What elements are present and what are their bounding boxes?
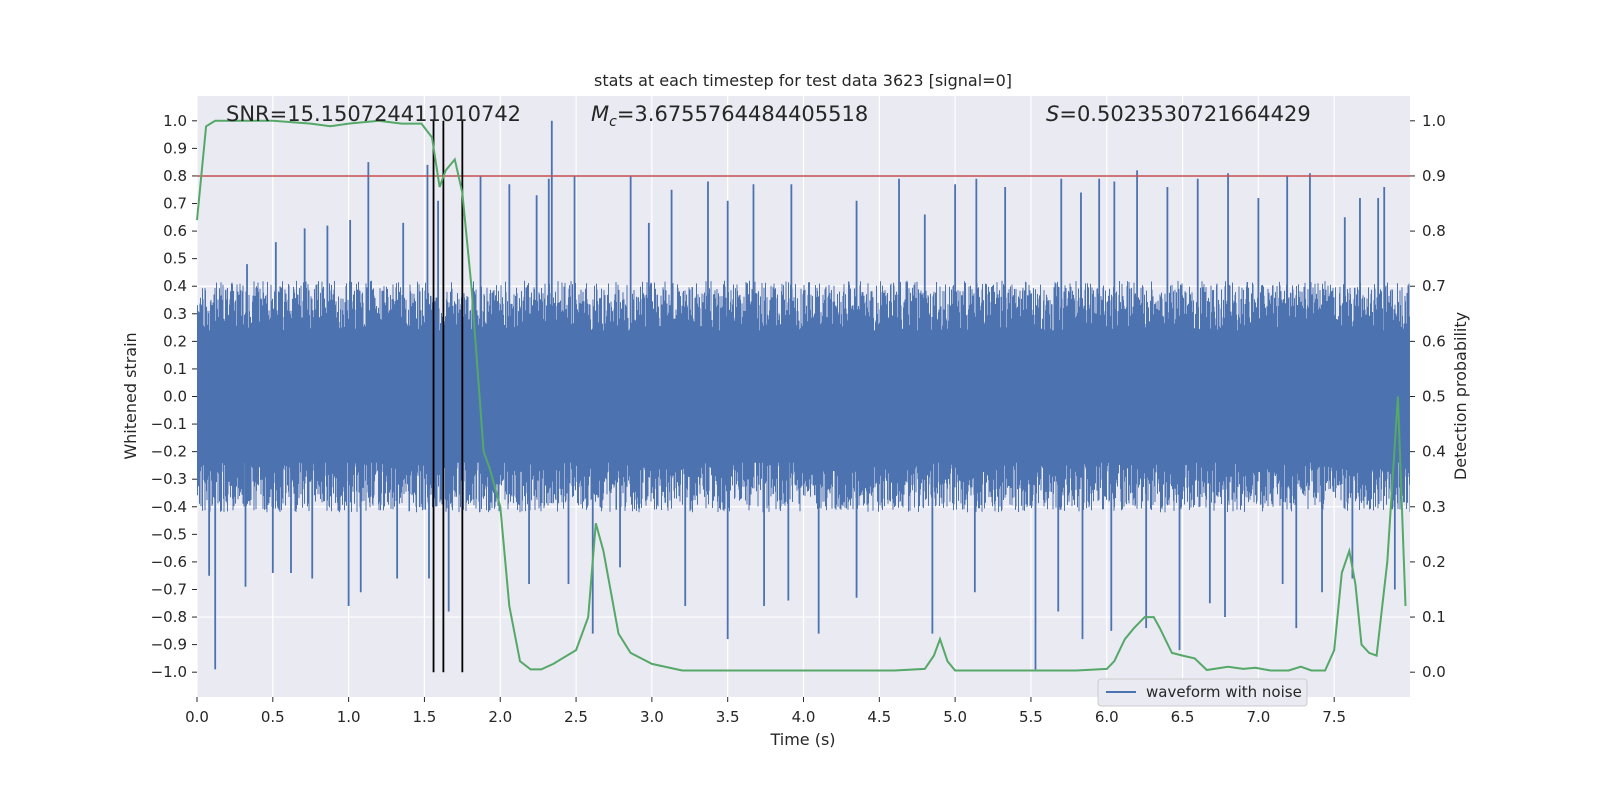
x-tick-label: 6.5 — [1171, 708, 1195, 726]
y-tick-label-right: 0.3 — [1422, 498, 1446, 516]
y-tick-label-left: −1.0 — [151, 663, 187, 681]
y-tick-label-left: −0.5 — [151, 525, 187, 543]
y-tick-label-right: 0.7 — [1422, 277, 1446, 295]
waveform-core — [197, 330, 1410, 463]
x-tick-label: 5.0 — [943, 708, 967, 726]
y-tick-label-left: −0.8 — [151, 608, 187, 626]
legend: waveform with noise — [1097, 678, 1308, 707]
chart-title: stats at each timestep for test data 362… — [594, 71, 1012, 90]
y-tick-label-right: 0.5 — [1422, 388, 1446, 406]
s-annotation: S=0.5023530721664429 — [1046, 102, 1311, 126]
y-tick-label-right: 0.6 — [1422, 332, 1446, 350]
chirp-mass-annotation: Mc=3.6755764484405518 — [591, 102, 868, 130]
y-tick-label-left: 0.9 — [163, 139, 187, 157]
y-tick-label-left: 1.0 — [163, 112, 187, 130]
detection-probability-line — [196, 119, 1407, 672]
y-tick-label-left: −0.9 — [151, 636, 187, 654]
legend-label: waveform with noise — [1146, 683, 1302, 701]
x-tick-label: 7.5 — [1322, 708, 1346, 726]
y-tick-label-left: 0.7 — [163, 195, 187, 213]
y-tick-label-left: 0.3 — [163, 305, 187, 323]
x-tick-label: 0.5 — [261, 708, 285, 726]
x-tick-label: 0.0 — [185, 708, 209, 726]
x-tick-label: 1.0 — [337, 708, 361, 726]
y-tick-label-left: 0.1 — [163, 360, 187, 378]
x-tick-label: 3.0 — [640, 708, 664, 726]
y-tick-label-left: −0.6 — [151, 553, 187, 571]
vertical-markers — [432, 120, 464, 673]
y-tick-label-right: 0.4 — [1422, 443, 1446, 461]
y-tick-label-left: 0.8 — [163, 167, 187, 185]
x-tick-label: 2.5 — [564, 708, 588, 726]
x-axis-label: Time (s) — [769, 730, 835, 749]
x-tick-label: 1.5 — [413, 708, 437, 726]
x-tick-label: 3.5 — [716, 708, 740, 726]
y-tick-label-left: −0.2 — [151, 443, 187, 461]
y-tick-label-right: 0.2 — [1422, 553, 1446, 571]
x-tick-label: 4.0 — [792, 708, 816, 726]
y-tick-label-left: −0.1 — [151, 415, 187, 433]
y-tick-label-left: 0.5 — [163, 250, 187, 268]
x-ticks: 0.0 0.5 1.0 1.5 2.0 2.5 3.0 3.5 4.0 4.5 5.0 5.5 6.0 6… — [185, 697, 1346, 726]
y-tick-label-right: 0.9 — [1422, 167, 1446, 185]
y-tick-label-right: 0.1 — [1422, 608, 1446, 626]
y-tick-label-left: −0.4 — [151, 498, 187, 516]
snr-annotation: SNR=15.150724411010742 — [226, 102, 521, 126]
x-tick-label: 2.0 — [488, 708, 512, 726]
y-tick-label-right: 1.0 — [1422, 112, 1446, 130]
y-ticks-left: 1.0 0.9 0.8 0.7 0.6 0.5 0.4 0.3 0.2 0.1 0.0 −0.1 −0.… — [151, 112, 197, 681]
y-tick-label-right: 0.8 — [1422, 222, 1446, 240]
y-tick-label-left: 0.4 — [163, 277, 187, 295]
y-tick-label-right: 0.0 — [1422, 663, 1446, 681]
x-tick-label: 4.5 — [867, 708, 891, 726]
y-tick-label-left: 0.2 — [163, 332, 187, 350]
y-tick-label-left: −0.3 — [151, 470, 187, 488]
waveform-series — [197, 120, 1410, 670]
y-ticks-right: 1.0 0.9 0.8 0.7 0.6 0.5 0.4 0.3 0.2 0.1 0.0 — [1410, 112, 1446, 681]
y-tick-label-left: −0.7 — [151, 580, 187, 598]
legend-box — [1097, 678, 1308, 707]
x-tick-label: 6.0 — [1095, 708, 1119, 726]
y-axis-label-left: Whitened strain — [121, 332, 140, 459]
x-tick-label: 5.5 — [1019, 708, 1043, 726]
y-axis-label-right: Detection probability — [1451, 312, 1470, 480]
y-tick-label-left: 0.6 — [163, 222, 187, 240]
y-tick-label-left: 0.0 — [163, 388, 187, 406]
x-tick-label: 7.0 — [1246, 708, 1270, 726]
